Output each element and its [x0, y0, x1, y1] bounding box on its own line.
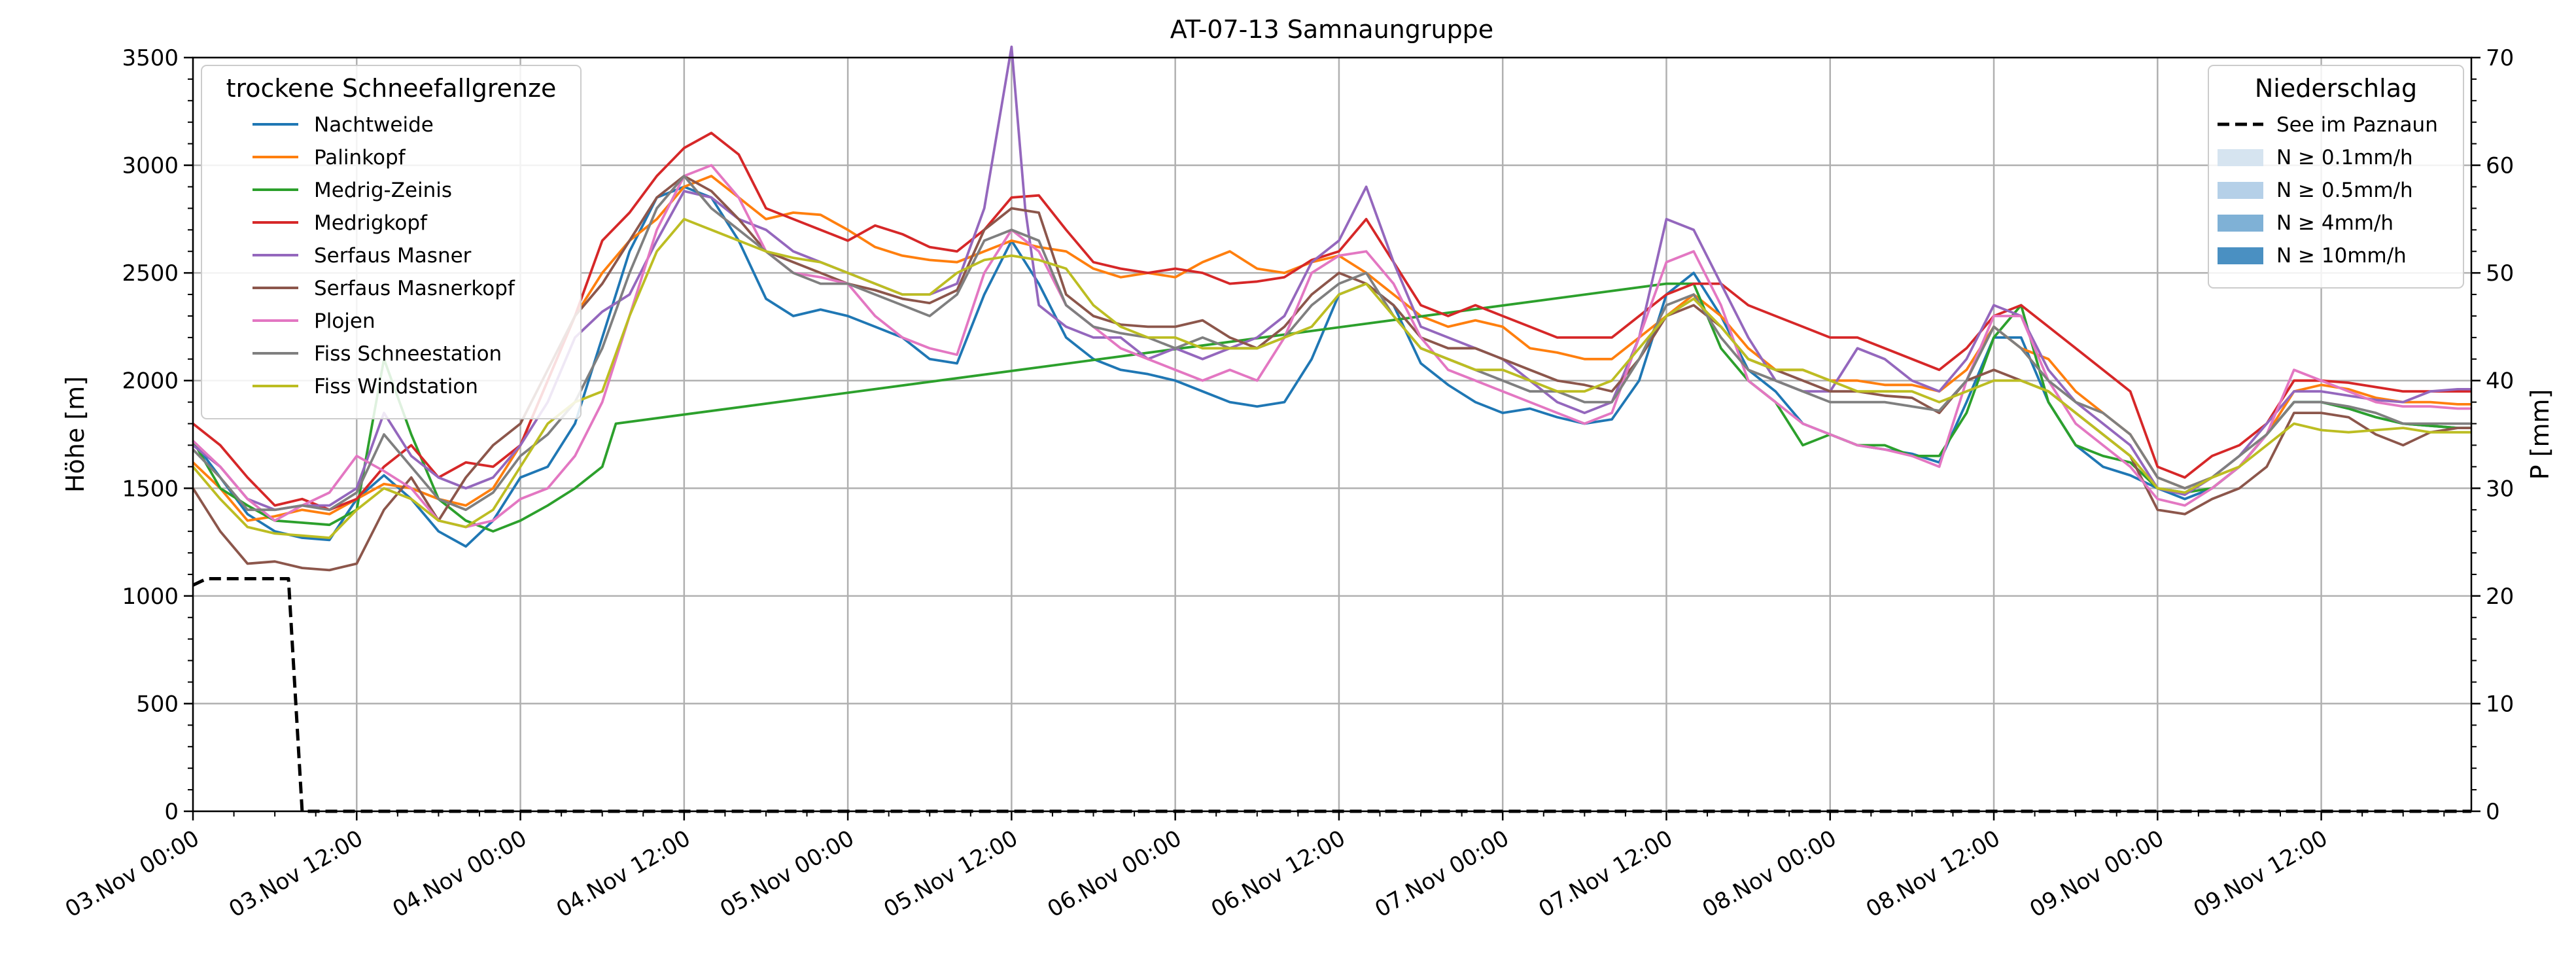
y-tick-label-left: 1500: [122, 476, 179, 502]
y-tick-label-left: 3000: [122, 153, 179, 179]
legend-entry-label: Nachtweide: [314, 113, 434, 137]
y-axis-title-left: Höhe [m]: [61, 376, 90, 493]
y-tick-label-right: 30: [2486, 476, 2514, 502]
legend-left-box: [201, 65, 582, 419]
series-line-plojen: [192, 164, 2471, 529]
y-tick-label-left: 0: [164, 799, 179, 825]
legend-snowfall-line: trockene Schneefallgrenze Nachtweide Palin…: [201, 65, 582, 419]
y-tick-label-left: 1000: [122, 584, 179, 610]
y-tick-label-left: 3500: [122, 45, 179, 71]
legend-entry-label: Medrig-Zeinis: [314, 179, 452, 202]
chart-title: AT-07-13 Samnaungruppe: [1170, 15, 1493, 44]
y-tick-label-left: 500: [136, 691, 179, 717]
legend-entry-label: Medrigkopf: [314, 211, 428, 235]
y-tick-label-right: 0: [2486, 799, 2500, 825]
legend-right-title: Niederschlag: [2255, 74, 2417, 103]
y-tick-label-right: 70: [2486, 45, 2514, 71]
legend-left-title: trockene Schneefallgrenze: [226, 74, 557, 103]
y-tick-label-left: 2000: [122, 368, 179, 395]
legend-swatch: [2218, 247, 2263, 264]
legend-entry-label: Serfaus Masner: [314, 244, 472, 268]
legend-entry-label: Palinkopf: [314, 146, 406, 169]
legend-entry-label: N ≥ 4mm/h: [2276, 211, 2393, 235]
y-tick-label-left: 2500: [122, 260, 179, 287]
legend-entry-label: See im Paznaun: [2276, 113, 2438, 137]
legend-entry-label: N ≥ 0.5mm/h: [2276, 179, 2413, 202]
legend-entry-label: N ≥ 10mm/h: [2276, 244, 2407, 268]
y-tick-label-right: 60: [2486, 153, 2514, 179]
y-tick-label-right: 50: [2486, 260, 2514, 287]
legend-entry-label: Fiss Windstation: [314, 375, 478, 398]
plot-frame: [192, 56, 2473, 813]
legend-swatch: [2218, 182, 2263, 199]
legend-entry-label: Serfaus Masnerkopf: [314, 277, 515, 300]
legend-entry-label: N ≥ 0.1mm/h: [2276, 146, 2413, 169]
legend-entry-label: Fiss Schneestation: [314, 342, 502, 366]
y-tick-label-right: 20: [2486, 584, 2514, 610]
legend-precipitation: Niederschlag See im Paznaun N ≥ 0.1mm/h N ≥…: [2208, 65, 2464, 289]
legend-right-box: [2208, 65, 2464, 289]
legend-swatch: [2218, 215, 2263, 232]
legend-swatch: [2218, 149, 2263, 166]
y-tick-label-right: 40: [2486, 368, 2514, 395]
y-tick-label-right: 10: [2486, 691, 2514, 717]
y-axis-title-right: P [mm]: [2526, 389, 2554, 480]
legend-entry-label: Plojen: [314, 309, 375, 333]
